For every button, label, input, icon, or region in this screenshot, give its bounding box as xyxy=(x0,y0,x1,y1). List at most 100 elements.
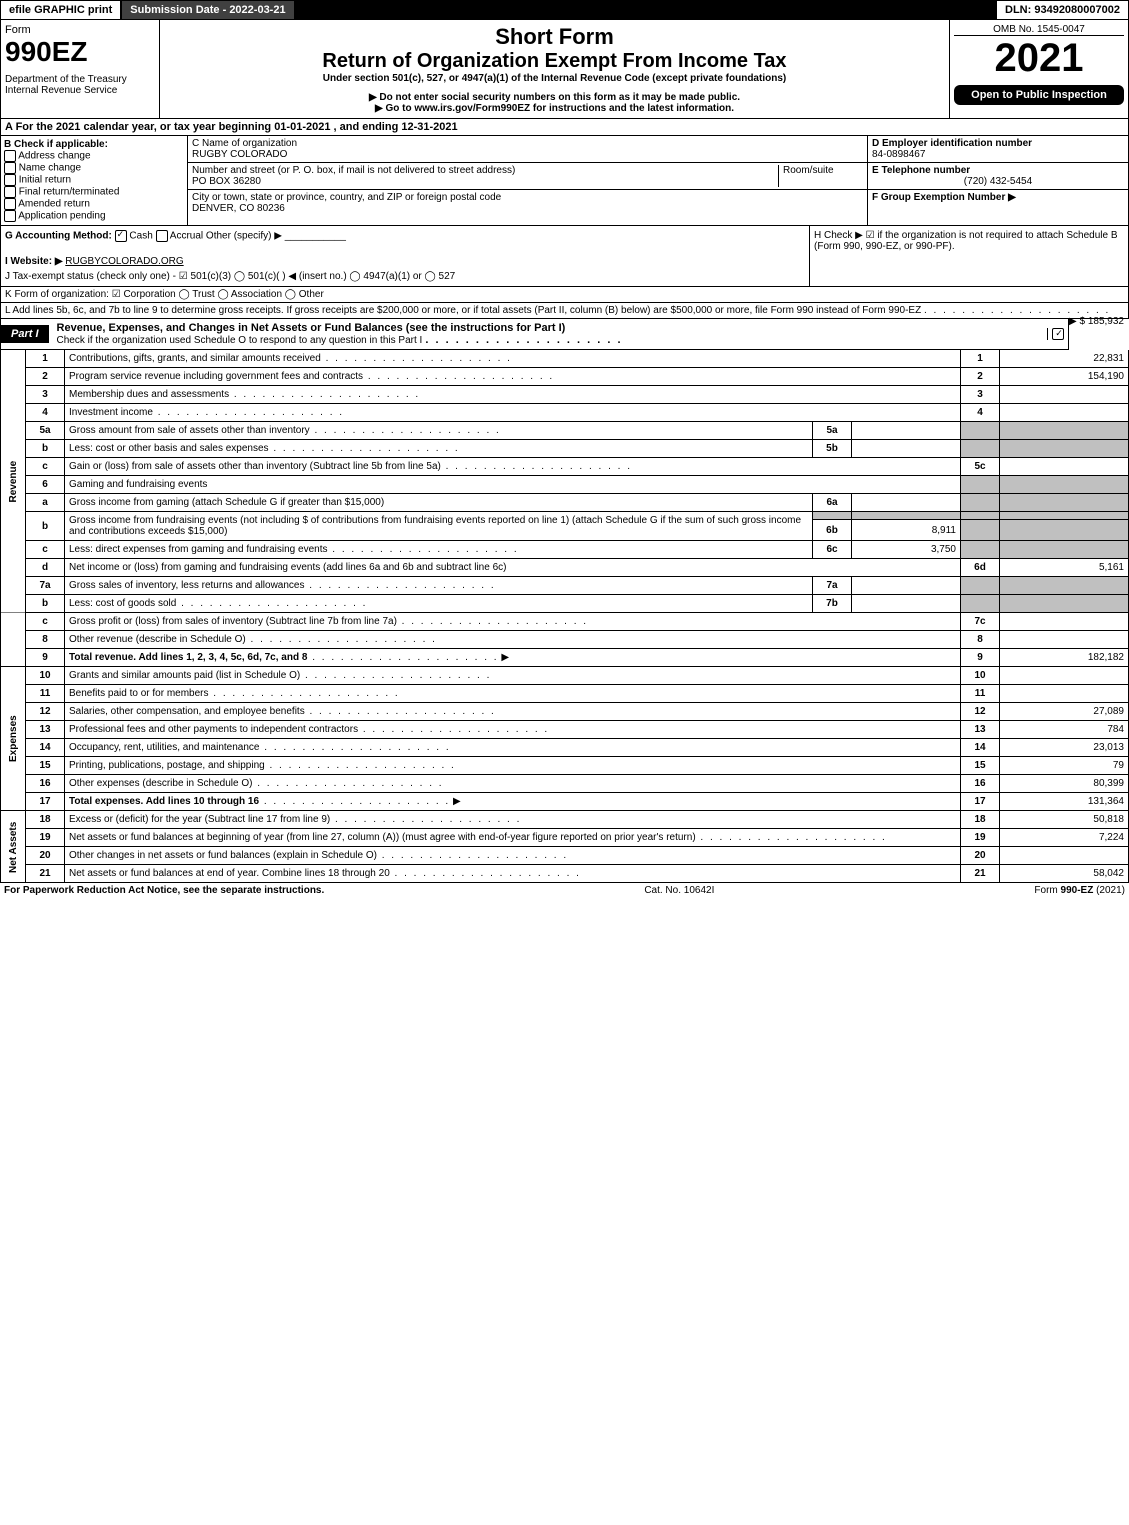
org-name-label: C Name of organization xyxy=(192,138,297,149)
short-form-label: Short Form xyxy=(164,24,945,50)
city-label: City or town, state or province, country… xyxy=(192,192,501,203)
box-g: G Accounting Method: Cash Accrual Other … xyxy=(5,230,805,242)
line-desc: Net assets or fund balances at end of ye… xyxy=(69,868,390,879)
box-c: C Name of organization RUGBY COLORADO Nu… xyxy=(188,136,868,225)
ein-label: D Employer identification number xyxy=(872,138,1032,149)
website-value[interactable]: RUGBYCOLORADO.ORG xyxy=(65,256,183,267)
dots xyxy=(307,652,498,663)
line-desc: Excess or (deficit) for the year (Subtra… xyxy=(69,814,330,825)
line-amount-grey xyxy=(1000,512,1129,520)
subline-ref: 7a xyxy=(813,577,852,595)
subline-amount: 3,750 xyxy=(852,541,961,559)
line-desc: Gain or (loss) from sale of assets other… xyxy=(69,461,441,472)
city-cell: City or town, state or province, country… xyxy=(188,190,867,216)
checkbox-cash[interactable] xyxy=(115,230,127,242)
subline-amount xyxy=(852,595,961,613)
efile-print-button[interactable]: efile GRAPHIC print xyxy=(1,1,122,19)
line-num: a xyxy=(26,494,65,512)
dots xyxy=(390,868,581,879)
checkbox-address-change[interactable] xyxy=(4,150,16,162)
line-desc: Less: direct expenses from gaming and fu… xyxy=(69,544,327,555)
line-num: c xyxy=(26,541,65,559)
chk-label: Name change xyxy=(19,163,81,174)
checkbox-accrual[interactable] xyxy=(156,230,168,242)
line-ref-grey xyxy=(961,541,1000,559)
line-amount xyxy=(1000,386,1129,404)
line-num: 17 xyxy=(26,793,65,811)
dots xyxy=(252,778,443,789)
checkbox-name-change[interactable] xyxy=(4,162,16,174)
accrual-label: Accrual xyxy=(170,231,203,242)
other-label: Other (specify) ▶ xyxy=(206,231,282,242)
line-amount: 58,042 xyxy=(1000,865,1129,883)
side-label-netassets: Net Assets xyxy=(1,811,26,883)
box-e: E Telephone number (720) 432-5454 xyxy=(868,163,1128,190)
line-ref: 16 xyxy=(961,775,1000,793)
dots xyxy=(397,616,588,627)
line-desc: Gross sales of inventory, less returns a… xyxy=(69,580,304,591)
header-left: Form 990EZ Department of the Treasury In… xyxy=(1,20,160,118)
subline-ref: 5b xyxy=(813,440,852,458)
irs-link-note: ▶ Go to www.irs.gov/Form990EZ for instru… xyxy=(164,103,945,114)
checkbox-application-pending[interactable] xyxy=(4,210,16,222)
box-b-label: B Check if applicable: xyxy=(4,139,108,150)
info-block: B Check if applicable: Address change Na… xyxy=(0,136,1129,226)
line-amount: 5,161 xyxy=(1000,559,1129,577)
line-amount-grey xyxy=(1000,520,1129,541)
dots xyxy=(300,670,491,681)
header-center: Short Form Return of Organization Exempt… xyxy=(160,20,950,118)
arrow-icon: ▶ xyxy=(501,652,509,663)
line-desc: Other expenses (describe in Schedule O) xyxy=(69,778,252,789)
checkbox-initial-return[interactable] xyxy=(4,174,16,186)
phone-label: E Telephone number xyxy=(872,165,970,176)
return-title: Return of Organization Exempt From Incom… xyxy=(164,50,945,73)
dots xyxy=(363,371,554,382)
page-footer: For Paperwork Reduction Act Notice, see … xyxy=(0,883,1129,898)
city-value: DENVER, CO 80236 xyxy=(192,203,285,214)
dots xyxy=(377,850,568,861)
dots xyxy=(209,688,400,699)
line-ref: 11 xyxy=(961,685,1000,703)
line-amount xyxy=(1000,631,1129,649)
subline-ref: 6c xyxy=(813,541,852,559)
line-desc: Gross amount from sale of assets other t… xyxy=(69,425,310,436)
box-l-text: L Add lines 5b, 6c, and 7b to line 9 to … xyxy=(5,305,921,316)
footer-left: For Paperwork Reduction Act Notice, see … xyxy=(4,885,324,896)
side-label-revenue: Revenue xyxy=(1,350,26,613)
line-ref: 15 xyxy=(961,757,1000,775)
line-desc: Salaries, other compensation, and employ… xyxy=(69,706,305,717)
line-desc: Benefits paid to or for members xyxy=(69,688,209,699)
line-num: 20 xyxy=(26,847,65,865)
part1-schedule-o-checkbox[interactable] xyxy=(1047,328,1068,340)
line-desc: Gross income from gaming (attach Schedul… xyxy=(69,497,384,508)
chk-label: Address change xyxy=(18,151,90,162)
checkbox-final-return[interactable] xyxy=(4,186,16,198)
line-amount: 23,013 xyxy=(1000,739,1129,757)
line-num: 7a xyxy=(26,577,65,595)
accounting-label: G Accounting Method: xyxy=(5,231,112,242)
line-num: 18 xyxy=(26,811,65,829)
chk-label: Amended return xyxy=(18,199,90,210)
ein-value: 84-0898467 xyxy=(872,149,925,160)
line-desc: Total expenses. Add lines 10 through 16 xyxy=(69,796,259,807)
line-num: c xyxy=(26,613,65,631)
line-num: 14 xyxy=(26,739,65,757)
line-amount-grey xyxy=(1000,541,1129,559)
line-amount-grey xyxy=(1000,577,1129,595)
line-ref: 4 xyxy=(961,404,1000,422)
line-ref: 13 xyxy=(961,721,1000,739)
side-label-expenses: Expenses xyxy=(1,667,26,811)
line-num: 11 xyxy=(26,685,65,703)
line-desc: Other changes in net assets or fund bala… xyxy=(69,850,377,861)
line-amount: 784 xyxy=(1000,721,1129,739)
phone-value: (720) 432-5454 xyxy=(872,176,1124,187)
part1-subtitle: Check if the organization used Schedule … xyxy=(57,335,423,346)
part1-title-text: Revenue, Expenses, and Changes in Net As… xyxy=(57,322,566,334)
line-ref-grey xyxy=(961,577,1000,595)
checkbox-amended-return[interactable] xyxy=(4,198,16,210)
dots xyxy=(259,742,450,753)
line-num: 12 xyxy=(26,703,65,721)
line-ref: 9 xyxy=(961,649,1000,667)
line-desc: Printing, publications, postage, and shi… xyxy=(69,760,265,771)
line-amount: 50,818 xyxy=(1000,811,1129,829)
